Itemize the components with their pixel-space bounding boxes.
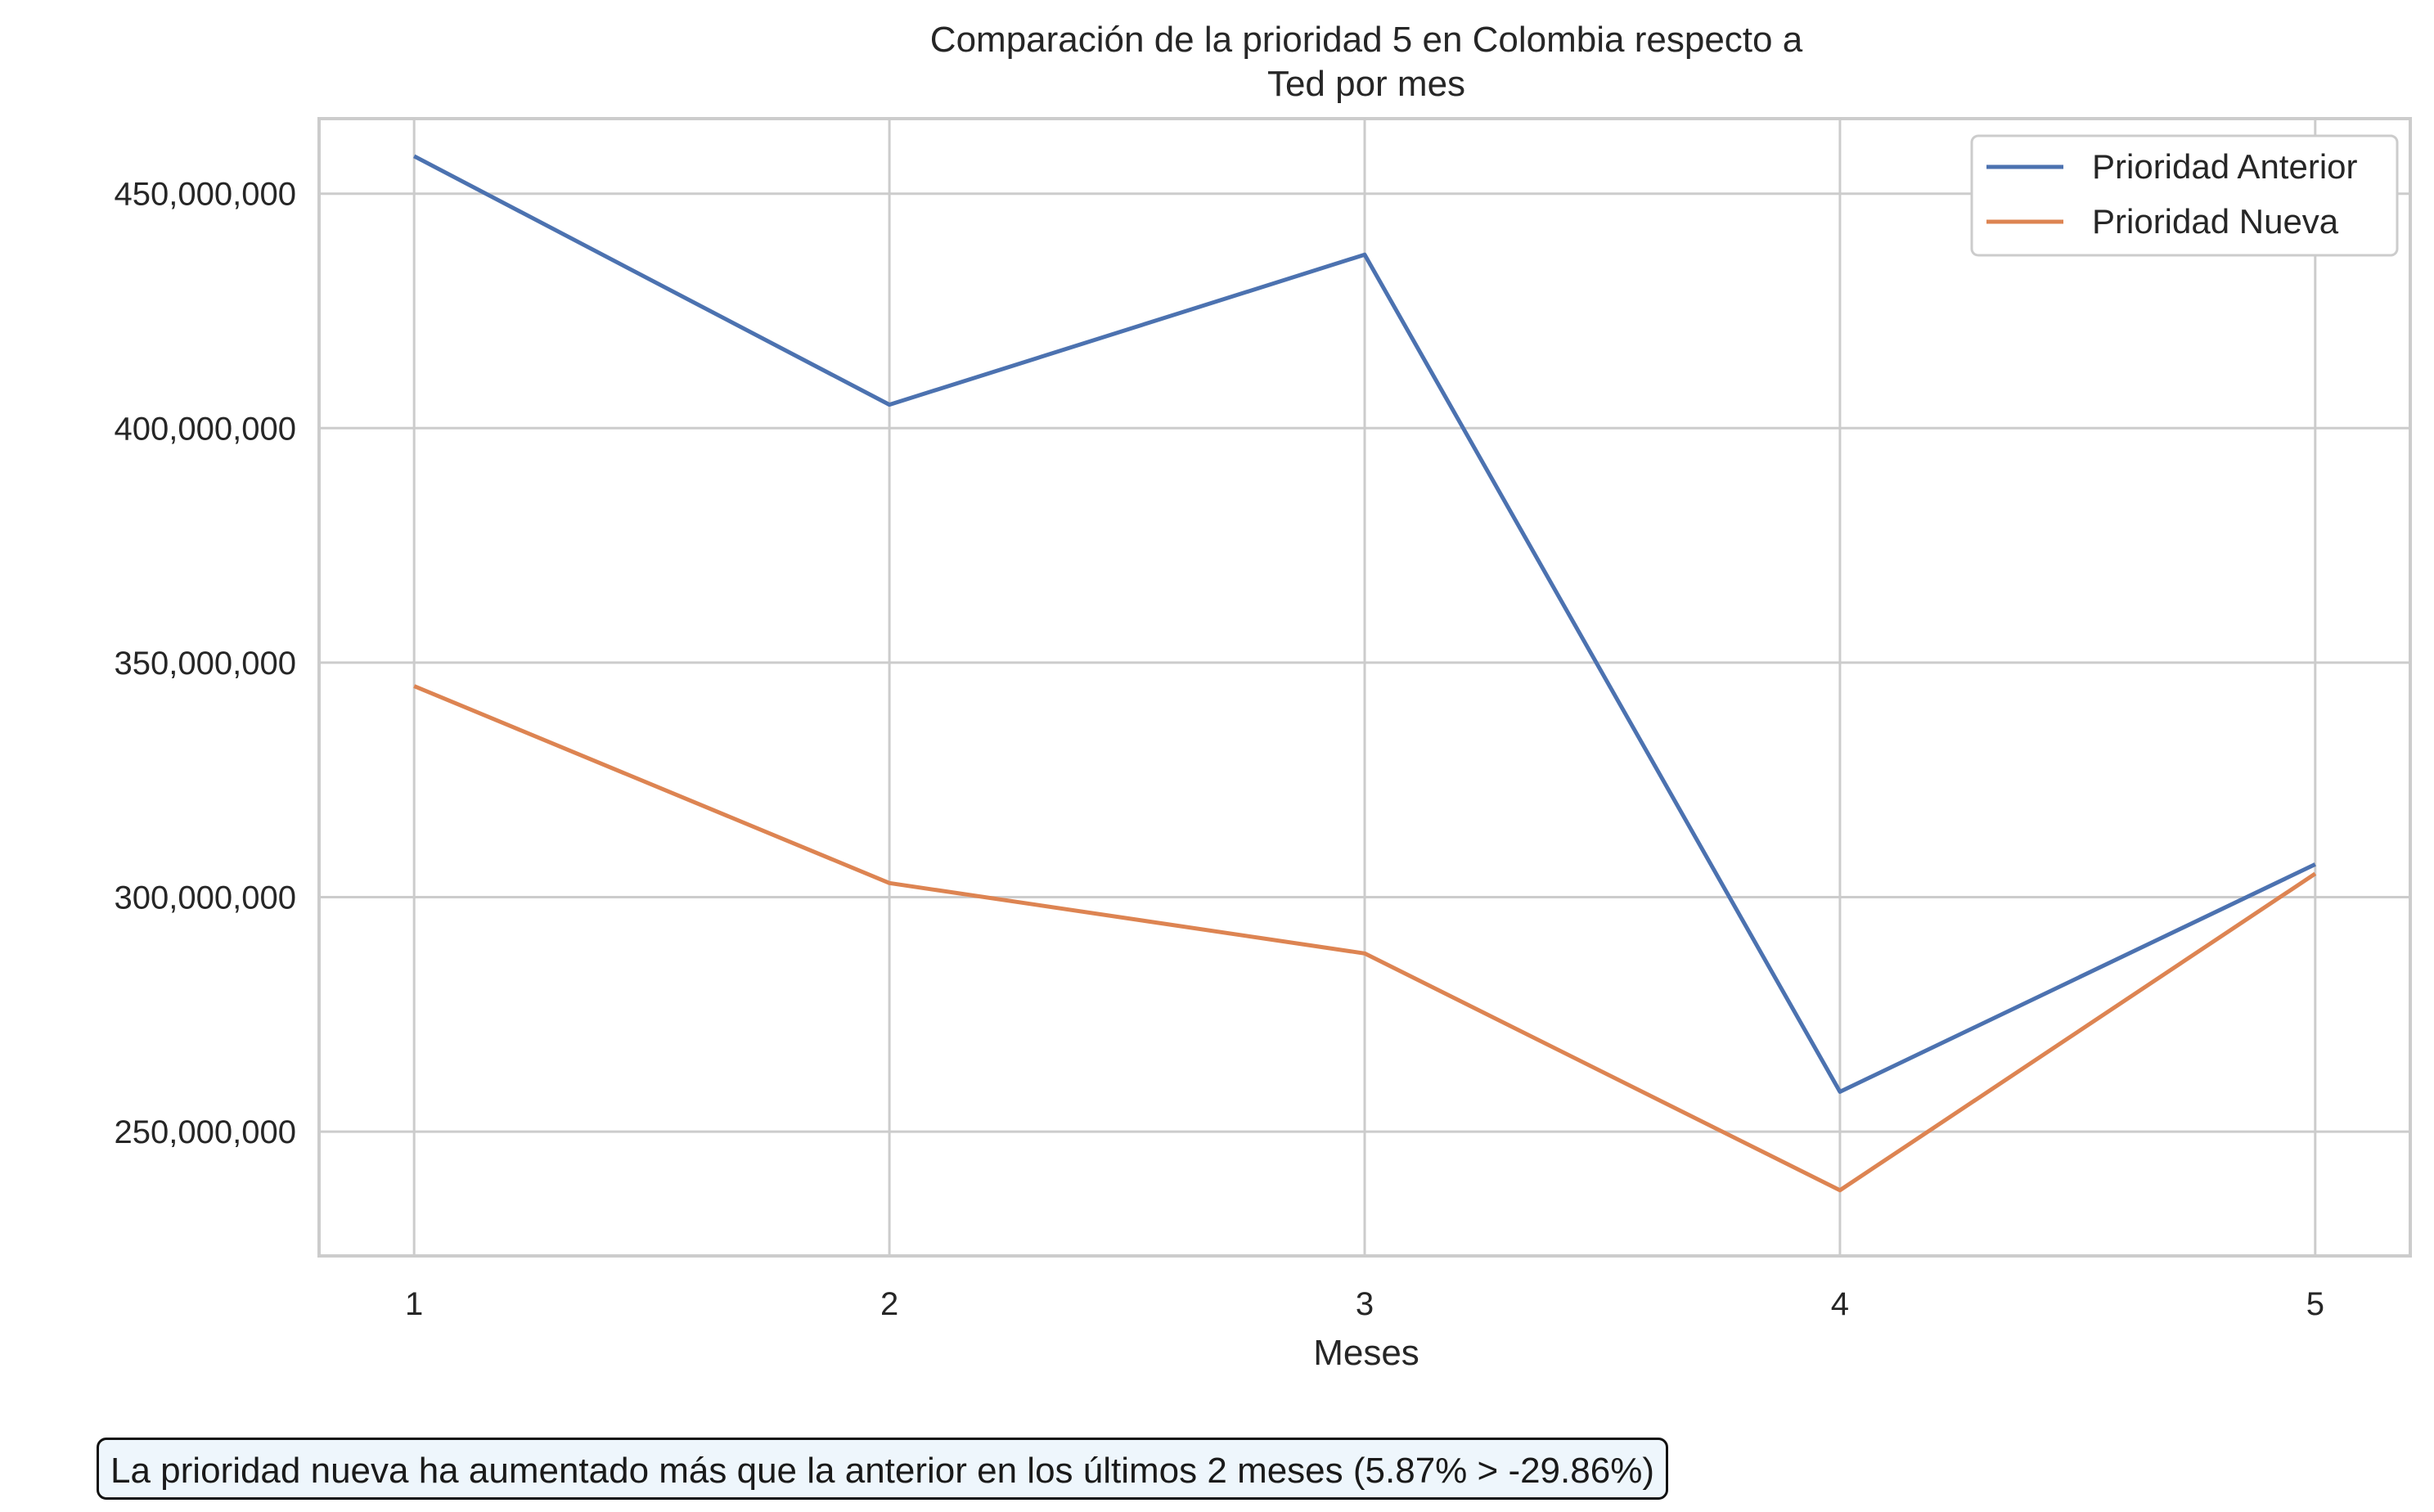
y-axis-ticks: 250,000,000 300,000,000 350,000,000 400,000…	[115, 177, 296, 1150]
legend: Prioridad Anterior Prioridad Nueva	[1970, 134, 2399, 257]
chart-title-line-1: Comparación de la prioridad 5 en Colombi…	[930, 20, 1803, 60]
legend-label-prioridad-anterior: Prioridad Anterior	[2092, 147, 2358, 186]
summary-note: La prioridad nueva ha aumentado más que …	[97, 1438, 1668, 1500]
y-tick-label: 400,000,000	[115, 411, 296, 447]
y-tick-label: 300,000,000	[115, 880, 296, 916]
x-tick-label: 1	[405, 1286, 423, 1322]
y-tick-label: 350,000,000	[115, 646, 296, 682]
x-tick-label: 4	[1831, 1286, 1849, 1322]
y-tick-label: 250,000,000	[115, 1114, 296, 1150]
y-tick-label: 450,000,000	[115, 177, 296, 213]
x-tick-label: 5	[2306, 1286, 2324, 1322]
x-tick-label: 3	[1356, 1286, 1374, 1322]
legend-label-prioridad-nueva: Prioridad Nueva	[2092, 202, 2339, 241]
series-lines	[413, 154, 2317, 1193]
plot-frame	[317, 117, 2412, 1258]
grid	[319, 119, 2410, 1256]
legend-box	[1970, 134, 2399, 257]
x-axis-ticks: 1 2 3 4 5	[405, 1286, 2324, 1322]
chart-title-line-2: Ted por mes	[1267, 64, 1465, 104]
x-tick-label: 2	[880, 1286, 898, 1322]
x-axis-label: Meses	[1313, 1333, 1419, 1373]
